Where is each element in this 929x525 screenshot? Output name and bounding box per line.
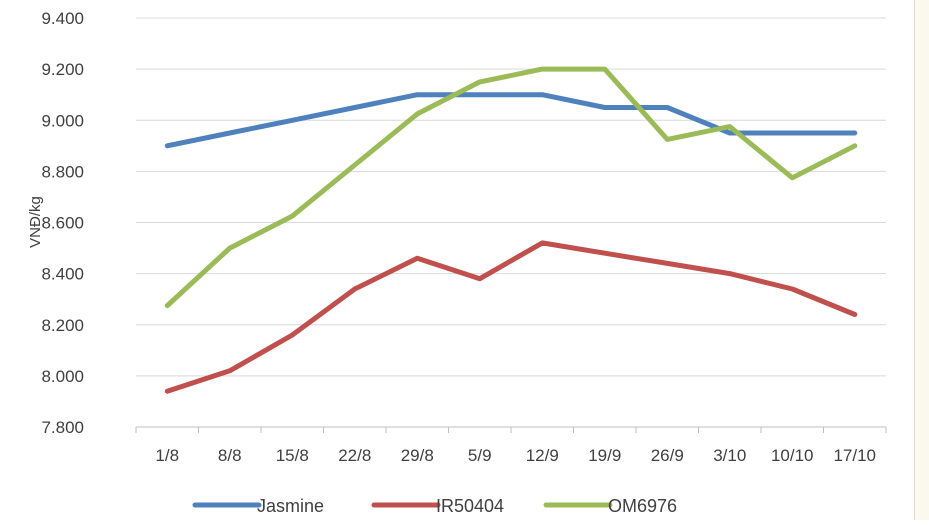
- side-panel-edge: [914, 0, 929, 520]
- x-tick-label: 19/9: [588, 446, 621, 465]
- x-tick-label: 15/8: [276, 446, 309, 465]
- y-tick-label: 8.400: [41, 265, 84, 284]
- x-tick-label: 12/9: [526, 446, 559, 465]
- x-tick-label: 29/8: [401, 446, 434, 465]
- y-tick-label: 9.200: [41, 60, 84, 79]
- legend-label-jasmine: Jasmine: [257, 496, 324, 516]
- y-axis-title: VNĐ/kg: [27, 196, 44, 248]
- gridlines: [136, 17, 886, 377]
- y-axis-ticks: 7.800 8.000 8.200 8.400 8.600 8.800 9.000 9.200…: [41, 9, 84, 437]
- x-tick-label: 8/8: [218, 446, 242, 465]
- legend: Jasmine IR50404 OM6976: [192, 496, 677, 516]
- series-line-ir50404: [164, 240, 858, 394]
- y-tick-label: 8.600: [41, 214, 84, 233]
- y-tick-label: 8.000: [41, 367, 84, 386]
- x-tick-label: 1/8: [155, 446, 179, 465]
- x-tick-label: 5/9: [468, 446, 492, 465]
- y-tick-label: 8.200: [41, 316, 84, 335]
- x-tick-label: 10/10: [771, 446, 814, 465]
- x-tick-label: 17/10: [833, 446, 876, 465]
- x-tick-label: 26/9: [651, 446, 684, 465]
- y-tick-label: 7.800: [41, 418, 84, 437]
- series-line-om6976: [164, 66, 858, 309]
- legend-label-ir50404: IR50404: [436, 496, 504, 516]
- y-tick-label: 9.000: [41, 111, 84, 130]
- x-tick-label: 22/8: [338, 446, 371, 465]
- x-tick-label: 3/10: [713, 446, 746, 465]
- series-lines: [164, 66, 858, 394]
- legend-label-om6976: OM6976: [608, 496, 677, 516]
- x-axis-ticks: 1/8 8/8 15/8 22/8 29/8 5/9 12/9 19/9 26/9 3/10 10/…: [155, 446, 876, 465]
- y-tick-label: 9.400: [41, 9, 84, 28]
- y-tick-label: 8.800: [41, 162, 84, 181]
- x-axis: [135, 426, 887, 433]
